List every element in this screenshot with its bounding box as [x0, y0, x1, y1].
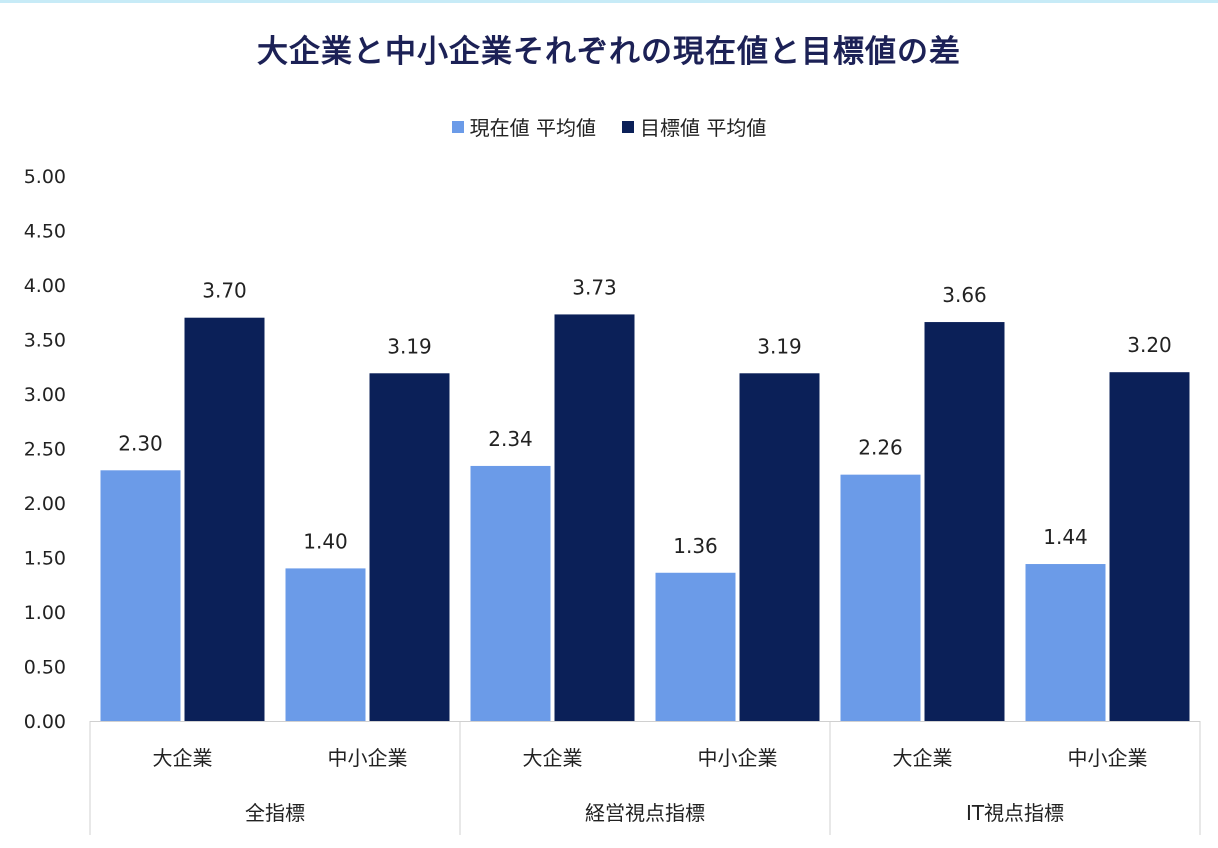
data-label: 3.66 — [942, 283, 987, 307]
y-tick-label: 2.50 — [24, 439, 66, 461]
bar — [1109, 372, 1190, 721]
x-group-label: 全指標 — [245, 801, 305, 825]
x-category-label: 大企業 — [893, 746, 953, 770]
bar — [369, 373, 450, 721]
legend-item-target: 目標値 平均値 — [622, 112, 766, 141]
data-label: 2.30 — [118, 431, 163, 455]
bar — [739, 373, 820, 721]
legend-swatch-current — [451, 120, 464, 133]
data-label: 1.40 — [303, 529, 348, 553]
data-label: 3.20 — [1127, 333, 1172, 357]
legend-label-target: 目標値 平均値 — [640, 116, 767, 140]
legend-label-current: 現在値 平均値 — [469, 116, 596, 140]
y-tick-label: 1.50 — [24, 548, 66, 570]
bar — [924, 322, 1005, 721]
legend-item-current: 現在値 平均値 — [451, 112, 596, 141]
top-accent-line — [0, 0, 1218, 3]
bar — [840, 474, 921, 721]
bar — [554, 314, 635, 721]
data-label: 3.19 — [387, 334, 432, 358]
x-category-label: 大企業 — [153, 746, 213, 770]
bar — [100, 470, 181, 721]
y-tick-label: 3.00 — [24, 384, 66, 406]
data-label: 1.44 — [1043, 525, 1088, 549]
x-group-label: 経営視点指標 — [585, 801, 705, 825]
bar — [1025, 564, 1106, 721]
data-label: 1.36 — [673, 534, 718, 558]
chart-title: 大企業と中小企業それぞれの現在値と目標値の差 — [257, 34, 961, 70]
bar — [470, 465, 551, 721]
data-label: 3.19 — [757, 334, 802, 358]
data-label: 2.34 — [488, 427, 533, 451]
x-group-label: IT視点指標 — [966, 801, 1064, 825]
y-tick-label: 0.00 — [24, 711, 66, 733]
x-category-label: 大企業 — [523, 746, 583, 770]
legend: 現在値 平均値 目標値 平均値 — [0, 112, 1218, 141]
y-tick-label: 2.00 — [24, 493, 66, 515]
data-label: 3.70 — [202, 279, 247, 303]
bar — [655, 572, 736, 721]
legend-swatch-target — [622, 120, 634, 133]
bar — [285, 568, 366, 721]
bar — [184, 317, 265, 721]
x-category-label: 中小企業 — [698, 746, 778, 770]
y-tick-label: 0.50 — [24, 657, 66, 679]
y-tick-label: 1.00 — [24, 602, 66, 624]
x-category-label: 中小企業 — [328, 746, 408, 770]
y-tick-label: 4.00 — [24, 275, 66, 297]
y-tick-label: 4.50 — [24, 221, 66, 243]
y-tick-label: 3.50 — [24, 330, 66, 352]
data-label: 3.73 — [572, 275, 617, 299]
data-label: 2.26 — [858, 436, 903, 460]
x-category-label: 中小企業 — [1068, 746, 1148, 770]
y-tick-label: 5.00 — [24, 166, 66, 188]
